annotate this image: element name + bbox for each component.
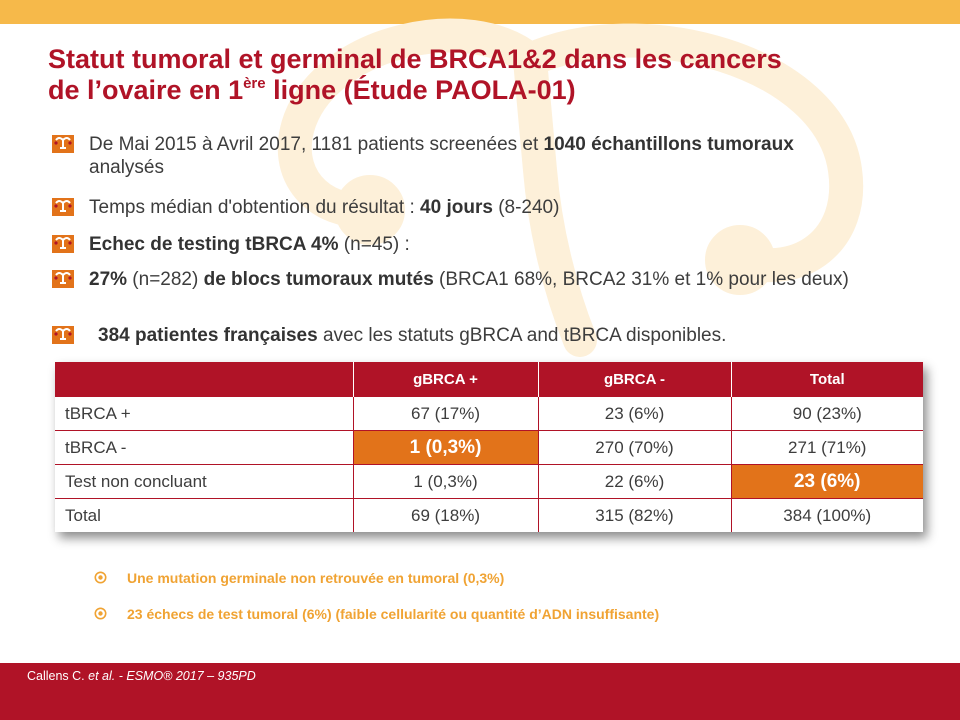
uterus-icon [52,135,74,153]
footer-citation: Callens C. et al. - ESMO® 2017 – 935PD [27,669,256,683]
table-cell: 271 (71%) [730,430,923,465]
table-cell: 90 (23%) [730,397,923,431]
results-table: gBRCA + gBRCA - Total tBRCA + 67 (17%) 2… [55,362,923,532]
footer-bar: Callens C. et al. - ESMO® 2017 – 935PD [0,663,960,720]
row-label: tBRCA - [55,430,353,465]
column-header: gBRCA + [352,362,538,397]
table-row: Test non concluant 1 (0,3%) 22 (6%) 23 (… [55,464,923,499]
row-label: tBRCA + [55,397,353,431]
table-row: Total 69 (18%) 315 (82%) 384 (100%) [55,498,923,532]
table-cell: 69 (18%) [352,498,538,532]
column-header [55,362,353,397]
circle-dot-icon [94,571,107,584]
table-cell: 315 (82%) [537,498,731,532]
top-accent-bar [0,0,960,24]
table-header-row: gBRCA + gBRCA - Total [55,362,923,397]
uterus-icon [52,270,74,288]
uterus-icon [52,326,74,344]
column-header: gBRCA - [537,362,731,397]
table-cell: 23 (6%) [537,397,731,431]
table-cell: 1 (0,3%) [352,464,538,499]
table-row: tBRCA - 1 (0,3%) 270 (70%) 271 (71%) [55,430,923,465]
uterus-icon [52,198,74,216]
slide-title: Statut tumoral et germinal de BRCA1&2 da… [48,44,782,105]
circle-dot-icon [94,607,107,620]
row-label: Test non concluant [55,464,353,499]
row-label: Total [55,498,353,532]
table-cell: 384 (100%) [730,498,923,532]
highlighted-cell: 1 (0,3%) [352,430,538,465]
table-row: tBRCA + 67 (17%) 23 (6%) 90 (23%) [55,397,923,431]
highlighted-cell: 23 (6%) [730,464,923,499]
table-cell: 22 (6%) [537,464,731,499]
table-cell: 67 (17%) [352,397,538,431]
column-header: Total [730,362,923,397]
table-cell: 270 (70%) [537,430,731,465]
uterus-icon [52,235,74,253]
